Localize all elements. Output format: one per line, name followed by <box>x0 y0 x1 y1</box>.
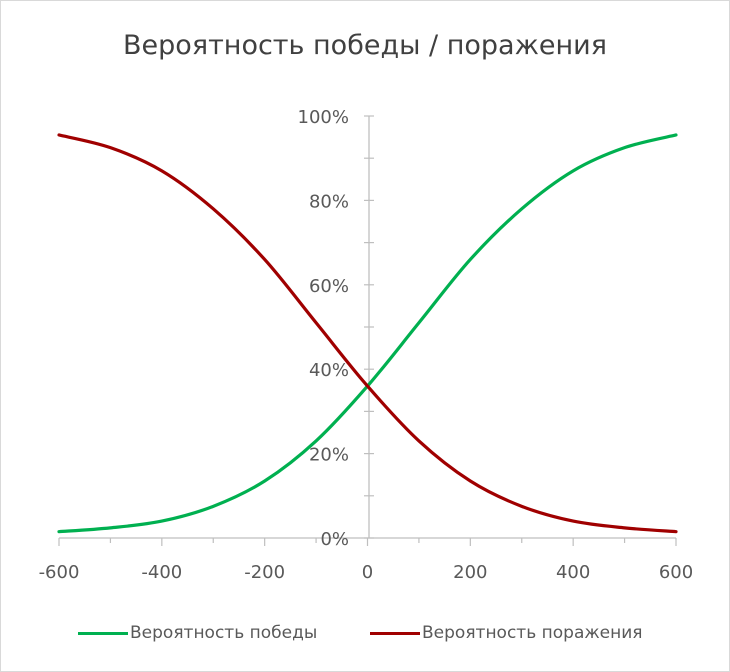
y-tick-label: 80% <box>309 191 349 212</box>
legend-swatch-loss <box>370 631 420 635</box>
legend-label-win: Вероятность победы <box>130 623 318 643</box>
series-line-0 <box>57 133 678 534</box>
axes: -600 -400 -200 0 200 400 600 0% 20% 40% 60% 80% 100% <box>39 107 694 583</box>
x-tick-label: -200 <box>244 562 285 583</box>
legend-swatch-win <box>78 631 128 635</box>
y-tick-label: 0% <box>320 529 349 550</box>
series-line-1 <box>57 133 678 534</box>
x-tick-label: 0 <box>362 562 373 583</box>
x-tick-label: 400 <box>556 562 590 583</box>
y-tick-label: 60% <box>309 276 349 297</box>
legend-item-win: Вероятность победы <box>78 618 317 648</box>
x-tick-label: -600 <box>39 562 80 583</box>
series-lines <box>57 133 678 534</box>
legend-label-loss: Вероятность поражения <box>422 623 643 643</box>
y-tick-label: 20% <box>309 445 349 466</box>
chart-legend: Вероятность победы Вероятность поражения <box>0 618 730 648</box>
x-tick-label: -400 <box>141 562 182 583</box>
chart-title: Вероятность победы / поражения <box>123 30 607 61</box>
y-tick-label: 40% <box>309 360 349 381</box>
y-tick-label: 100% <box>298 107 349 128</box>
x-tick-label: 200 <box>453 562 487 583</box>
x-tick-label: 600 <box>659 562 693 583</box>
legend-item-loss: Вероятность поражения <box>370 618 643 648</box>
